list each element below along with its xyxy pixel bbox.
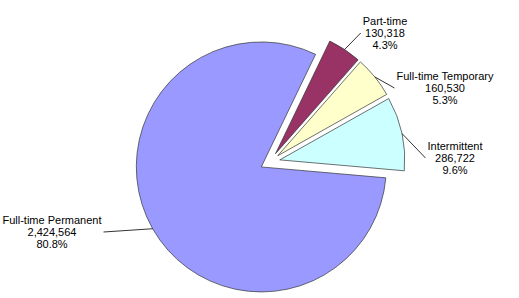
chart-container: Full-time Permanent2,424,56480.8% Part-ti… bbox=[0, 0, 519, 298]
leader-line bbox=[345, 33, 361, 49]
slice-name: Part-time bbox=[363, 15, 408, 27]
slice-percent: 9.6% bbox=[442, 164, 467, 176]
slice-percent: 5.3% bbox=[432, 94, 457, 106]
slice-name: Intermittent bbox=[427, 140, 482, 152]
slice-name: Full-time Temporary bbox=[397, 70, 494, 82]
slice-name: Full-time Permanent bbox=[2, 214, 101, 226]
leader-line bbox=[402, 133, 426, 158]
slice-value: 2,424,564 bbox=[28, 226, 77, 238]
slice-value: 130,318 bbox=[365, 27, 405, 39]
leader-line bbox=[104, 229, 153, 232]
slices bbox=[136, 41, 404, 292]
slice-value: 286,722 bbox=[435, 152, 475, 164]
leader-line bbox=[375, 77, 395, 88]
slice-percent: 4.3% bbox=[372, 39, 397, 51]
slice-value: 160,530 bbox=[425, 82, 465, 94]
pie-slice bbox=[280, 99, 405, 171]
pie-chart: Full-time Permanent2,424,56480.8% Part-ti… bbox=[0, 0, 519, 298]
slice-percent: 80.8% bbox=[36, 238, 67, 250]
pie-slice bbox=[136, 42, 386, 292]
data-labels: Full-time Permanent2,424,56480.8% Part-ti… bbox=[2, 15, 494, 250]
